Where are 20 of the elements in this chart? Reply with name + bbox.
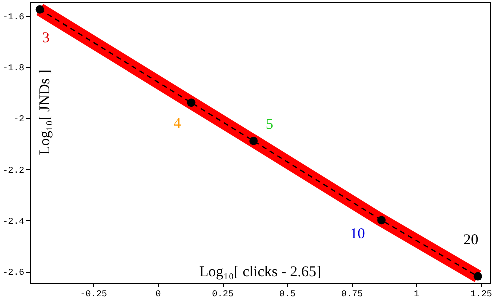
annotation: 20 <box>464 232 479 249</box>
y-tick-label: -1.8 <box>2 64 24 74</box>
x-tick-label: 0.25 <box>212 290 234 300</box>
x-tick-label: 0 <box>156 290 162 300</box>
annotation: 3 <box>42 30 50 47</box>
x-axis-title: Log₁₀[ clicks - 2.65] <box>199 264 322 280</box>
y-tick-label: -2 <box>14 114 24 125</box>
x-tick-label: 1.25 <box>470 290 492 300</box>
y-tick-label: -2.4 <box>2 216 24 227</box>
annotation: 5 <box>266 117 274 134</box>
y-tick-label: -1.6 <box>2 12 24 23</box>
annotation: 4 <box>174 116 182 132</box>
annotation: 10 <box>350 226 366 242</box>
x-tick-label: -0.25 <box>80 290 108 300</box>
y-tick-label: -2.2 <box>2 166 24 176</box>
y-axis-title: Log₁₀[ JNDs ] <box>38 70 54 156</box>
x-tick-label: 1 <box>414 290 420 300</box>
y-tick-label: -2.6 <box>2 268 24 278</box>
x-tick-label: 0.75 <box>341 290 364 300</box>
x-tick-label: 0.5 <box>280 290 296 300</box>
